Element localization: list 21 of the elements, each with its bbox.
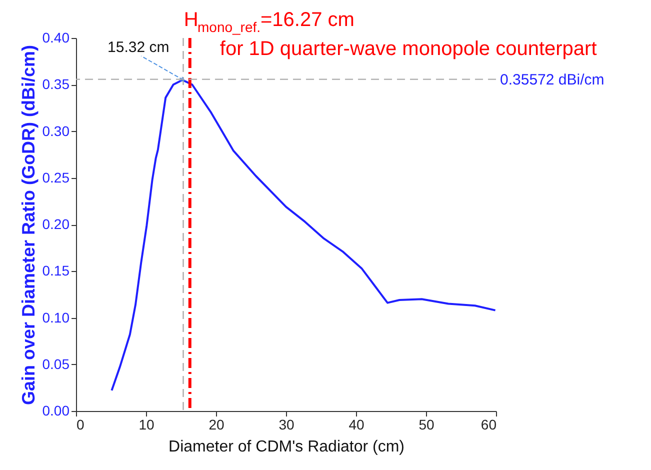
x-tick-label: 0: [76, 416, 84, 432]
y-axis-title: Gain over Diameter Ratio (GoDR) (dBi/cm): [18, 44, 38, 406]
y-tick-label: 0.30: [42, 122, 70, 139]
y-tick-label: 0.40: [42, 30, 70, 46]
x-axis-title: Diameter of CDM's Radiator (cm): [168, 438, 404, 456]
x-tick-label: 20: [208, 416, 224, 432]
y-tick-label: 0.00: [42, 402, 70, 418]
x-tick-label: 10: [138, 416, 154, 432]
ref-line-label: 15.32 cm: [108, 39, 170, 56]
y-tick-label: 0.05: [42, 356, 70, 372]
y-tick-label: 0.35: [42, 76, 70, 92]
ref-line-label: 0.35572 dBi/cm: [500, 71, 604, 88]
x-tick-label: 30: [278, 416, 294, 432]
y-tick-label: 0.25: [42, 169, 70, 186]
y-tick-label: 0.15: [42, 262, 70, 279]
x-tick-label: 40: [348, 416, 364, 432]
y-tick-label: 0.20: [42, 216, 70, 232]
x-tick-label: 50: [418, 416, 434, 432]
x-tick-label: 60: [480, 416, 497, 432]
y-tick-label: 0.10: [42, 309, 70, 326]
annotation: for 1D quarter-wave monopole counterpart: [220, 38, 598, 60]
